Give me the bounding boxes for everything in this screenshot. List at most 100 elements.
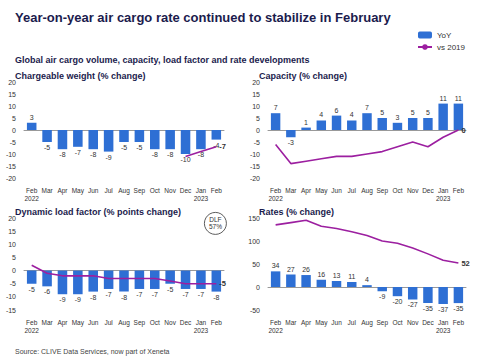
svg-text:Feb: Feb bbox=[270, 319, 282, 326]
svg-text:-5: -5 bbox=[10, 139, 16, 146]
svg-text:-9: -9 bbox=[59, 296, 65, 303]
svg-text:-8: -8 bbox=[90, 151, 96, 158]
svg-text:2023: 2023 bbox=[436, 327, 451, 334]
svg-text:Oct: Oct bbox=[392, 187, 402, 194]
svg-text:Oct: Oct bbox=[392, 319, 402, 326]
svg-text:10: 10 bbox=[8, 103, 16, 110]
svg-text:May: May bbox=[72, 319, 85, 327]
svg-text:-7: -7 bbox=[182, 291, 188, 298]
svg-text:0: 0 bbox=[461, 126, 465, 135]
svg-text:vs 2019: vs 2019 bbox=[437, 43, 466, 52]
svg-text:-8: -8 bbox=[59, 151, 65, 158]
svg-text:Aug: Aug bbox=[361, 319, 373, 327]
svg-text:Dynamic load factor (% points: Dynamic load factor (% points change) bbox=[15, 207, 181, 217]
svg-text:-7: -7 bbox=[198, 291, 204, 298]
svg-text:-5: -5 bbox=[167, 286, 173, 293]
svg-text:-8: -8 bbox=[167, 151, 173, 158]
svg-text:Nov: Nov bbox=[164, 187, 176, 194]
svg-text:Aug: Aug bbox=[361, 187, 373, 195]
svg-text:5: 5 bbox=[426, 109, 430, 116]
svg-text:Dec: Dec bbox=[422, 319, 434, 326]
svg-text:Source: CLIVE Data Services, n: Source: CLIVE Data Services, now part of… bbox=[15, 348, 170, 356]
svg-text:Mar: Mar bbox=[285, 187, 297, 194]
svg-text:Nov: Nov bbox=[407, 187, 419, 194]
svg-text:-10: -10 bbox=[250, 151, 260, 158]
svg-text:-8: -8 bbox=[213, 294, 219, 301]
svg-text:-15: -15 bbox=[250, 163, 260, 170]
svg-text:-27: -27 bbox=[408, 301, 418, 308]
svg-text:Feb: Feb bbox=[270, 187, 282, 194]
svg-text:Jan: Jan bbox=[438, 187, 449, 194]
svg-text:-8: -8 bbox=[121, 294, 127, 301]
svg-text:3: 3 bbox=[30, 114, 34, 121]
svg-text:6: 6 bbox=[335, 107, 339, 114]
svg-text:-5: -5 bbox=[136, 144, 142, 151]
svg-text:2022: 2022 bbox=[24, 327, 39, 334]
svg-text:-5: -5 bbox=[44, 144, 50, 151]
svg-text:0: 0 bbox=[12, 127, 16, 134]
svg-text:7: 7 bbox=[274, 104, 278, 111]
svg-text:11: 11 bbox=[440, 95, 447, 102]
svg-text:4: 4 bbox=[319, 111, 323, 118]
svg-text:-35: -35 bbox=[453, 305, 463, 312]
svg-text:Apr: Apr bbox=[57, 187, 68, 195]
svg-text:-10: -10 bbox=[180, 156, 190, 163]
svg-text:52: 52 bbox=[461, 259, 469, 268]
svg-text:2023: 2023 bbox=[194, 327, 209, 334]
svg-text:5: 5 bbox=[256, 115, 260, 122]
svg-text:16: 16 bbox=[317, 271, 325, 278]
svg-text:-9: -9 bbox=[75, 296, 81, 303]
svg-text:-10: -10 bbox=[6, 293, 16, 300]
svg-text:Jul: Jul bbox=[348, 319, 357, 326]
svg-text:15: 15 bbox=[8, 228, 16, 235]
svg-text:-7: -7 bbox=[219, 142, 226, 151]
svg-text:4: 4 bbox=[365, 276, 369, 283]
svg-text:15: 15 bbox=[252, 91, 260, 98]
svg-text:Jul: Jul bbox=[348, 187, 357, 194]
svg-text:7: 7 bbox=[365, 104, 369, 111]
svg-text:34: 34 bbox=[272, 262, 280, 269]
svg-text:Jan: Jan bbox=[196, 319, 207, 326]
svg-text:Dec: Dec bbox=[180, 187, 192, 194]
svg-text:-3: -3 bbox=[288, 139, 294, 146]
svg-text:Jun: Jun bbox=[88, 187, 99, 194]
svg-text:Apr: Apr bbox=[301, 187, 312, 195]
svg-text:-15: -15 bbox=[6, 163, 16, 170]
svg-text:YoY: YoY bbox=[437, 31, 452, 40]
svg-text:-35: -35 bbox=[423, 305, 433, 312]
svg-text:-5: -5 bbox=[219, 279, 226, 288]
svg-text:Apr: Apr bbox=[301, 319, 312, 327]
svg-text:May: May bbox=[315, 187, 328, 195]
svg-text:Jun: Jun bbox=[88, 319, 99, 326]
svg-text:Chargeable weight (% change): Chargeable weight (% change) bbox=[15, 71, 146, 81]
svg-text:Global air cargo volume, capac: Global air cargo volume, capacity, load … bbox=[15, 55, 309, 65]
svg-text:-9: -9 bbox=[105, 154, 111, 161]
svg-text:Feb: Feb bbox=[211, 319, 223, 326]
svg-text:Apr: Apr bbox=[57, 319, 68, 327]
svg-text:11: 11 bbox=[348, 273, 355, 280]
svg-text:Feb: Feb bbox=[26, 319, 38, 326]
svg-text:Feb: Feb bbox=[211, 187, 223, 194]
svg-text:-5: -5 bbox=[254, 139, 260, 146]
svg-text:Mar: Mar bbox=[41, 319, 53, 326]
svg-text:-7: -7 bbox=[152, 291, 158, 298]
svg-text:-8: -8 bbox=[152, 151, 158, 158]
svg-text:Sep: Sep bbox=[376, 319, 388, 327]
svg-text:Mar: Mar bbox=[285, 319, 297, 326]
svg-text:-7: -7 bbox=[136, 291, 142, 298]
svg-text:-10: -10 bbox=[6, 151, 16, 158]
svg-text:50: 50 bbox=[252, 261, 260, 268]
svg-text:10: 10 bbox=[8, 241, 16, 248]
svg-text:4: 4 bbox=[350, 111, 354, 118]
svg-text:0: 0 bbox=[12, 267, 16, 274]
svg-text:-37: -37 bbox=[438, 306, 448, 313]
svg-text:-20: -20 bbox=[6, 175, 16, 182]
svg-text:Year-on-year air cargo rate co: Year-on-year air cargo rate continued to… bbox=[15, 10, 391, 25]
svg-text:100: 100 bbox=[248, 238, 260, 245]
svg-text:Oct: Oct bbox=[150, 187, 160, 194]
svg-text:2023: 2023 bbox=[436, 195, 451, 202]
svg-text:Jun: Jun bbox=[331, 187, 342, 194]
svg-text:-7: -7 bbox=[75, 149, 81, 156]
svg-text:Dec: Dec bbox=[422, 187, 434, 194]
svg-text:-5: -5 bbox=[10, 280, 16, 287]
